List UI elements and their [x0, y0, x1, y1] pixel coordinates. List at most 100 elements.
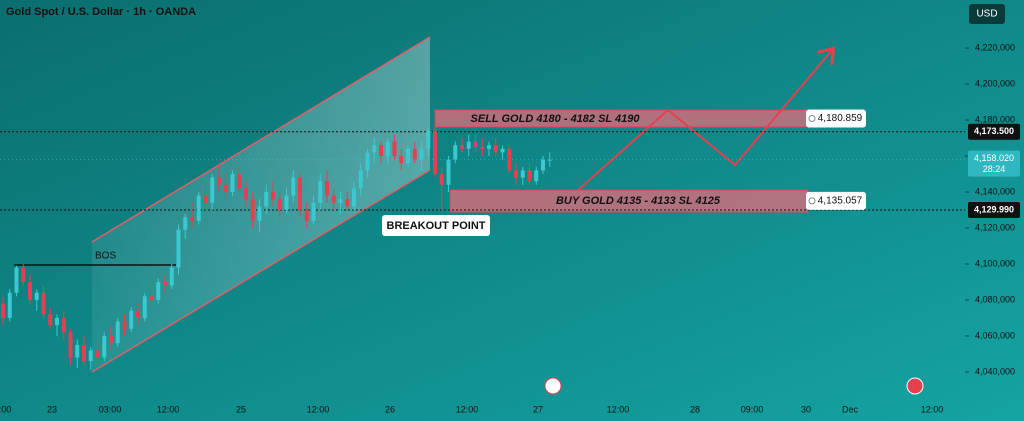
price-marker-dot: [808, 197, 816, 205]
candle-body: [331, 195, 336, 203]
x-tick-label: 09:00: [741, 404, 764, 414]
candle-body: [7, 292, 12, 318]
candle-body: [244, 188, 248, 200]
candle-body: [88, 350, 93, 362]
event-icon[interactable]: [906, 377, 924, 395]
candle-body: [473, 141, 478, 148]
candle-body: [277, 199, 282, 210]
candle-body: [541, 159, 545, 171]
price-marker-box: [806, 109, 866, 128]
candle-body: [500, 148, 505, 153]
x-tick-label: 03:00: [99, 404, 122, 414]
x-tick-label: 12:00: [157, 404, 180, 414]
price-marker-label: 4,135.057: [818, 196, 863, 207]
candle-body: [338, 199, 343, 203]
candle-body: [230, 173, 235, 192]
candle-body: [392, 141, 397, 157]
channel-upper: [91, 36, 431, 243]
candle-body: [446, 159, 451, 185]
event-icon[interactable]: [544, 377, 562, 395]
candle-body: [196, 195, 201, 221]
candle-body: [406, 148, 410, 164]
candle-body: [480, 147, 485, 149]
candle-body: [217, 177, 221, 185]
y-tick-label: 4,040,000: [975, 366, 1015, 376]
y-tick-label: 4,180,000: [975, 114, 1015, 124]
x-tick-label: 12:00: [307, 404, 330, 414]
price-marker-box: [806, 191, 866, 210]
x-tick-label: 27: [533, 404, 543, 414]
candle-body: [190, 217, 194, 221]
candle-body: [365, 152, 370, 171]
y-tick-label: 4,060,000: [975, 330, 1015, 340]
symbol-title: Gold Spot / U.S. Dollar · 1h · OANDA: [6, 6, 196, 18]
candle-body: [1, 303, 5, 318]
candle-body: [345, 199, 350, 207]
candle-body: [547, 159, 552, 161]
candle-body: [210, 177, 215, 203]
y-tick-label: 4,200,000: [975, 78, 1015, 88]
price-line-label: 4,129.990: [974, 204, 1014, 214]
candle-body: [298, 177, 302, 210]
candle-body: [291, 177, 296, 196]
x-tick-label: 30: [801, 404, 811, 414]
candle-body: [55, 317, 59, 326]
y-tick-label: 4,080,000: [975, 294, 1015, 304]
bos-label: BOS: [95, 251, 116, 262]
price-line-box: [968, 202, 1020, 219]
currency-button[interactable]: [969, 4, 1005, 24]
candle-body: [34, 292, 39, 300]
price-marker-label: 4,180.859: [818, 113, 863, 124]
candle-body: [21, 267, 26, 282]
candle-body: [95, 350, 100, 358]
channel-fill: [92, 37, 430, 372]
candle-body: [14, 267, 19, 293]
price-marker-dot: [808, 114, 816, 122]
candle-body: [358, 170, 363, 189]
candle-body: [385, 141, 390, 157]
candle-body: [156, 281, 161, 300]
candle-body: [109, 335, 113, 344]
x-tick-label: 12:00: [456, 404, 479, 414]
projection-path: [577, 50, 832, 191]
candle-body: [460, 145, 464, 149]
x-tick-label: 25: [236, 404, 246, 414]
candle-body: [41, 292, 46, 315]
candle-body: [102, 335, 107, 358]
candle-body: [271, 191, 275, 200]
sell-label: SELL GOLD 4180 - 4182 SL 4190: [471, 113, 641, 125]
candle-body: [352, 188, 356, 207]
candle-body: [122, 321, 127, 329]
candle-body: [169, 267, 174, 286]
candle-body: [176, 229, 181, 268]
candle-body: [426, 130, 431, 149]
x-tick-label: 12:00: [607, 404, 630, 414]
candle-body: [412, 148, 417, 160]
candle-body: [318, 181, 323, 203]
buy-label: BUY GOLD 4135 - 4133 SL 4125: [556, 195, 721, 207]
candle-body: [142, 296, 147, 318]
candle-body: [28, 281, 32, 300]
candle-body: [379, 145, 383, 157]
currency-label[interactable]: USD: [976, 9, 997, 20]
y-tick-label: 4,140,000: [975, 186, 1015, 196]
x-tick-label: 00:00: [0, 404, 11, 414]
x-tick-label: 26: [385, 404, 395, 414]
candle-body: [325, 181, 329, 196]
candle-body: [250, 199, 255, 221]
candle-body: [257, 206, 262, 221]
candle-body: [48, 314, 53, 326]
candle-body: [61, 317, 66, 333]
candle-body: [311, 202, 316, 221]
price-line-box: [968, 123, 1020, 140]
price-line-label: 4,173.500: [974, 126, 1014, 136]
countdown-label: 28:24: [983, 164, 1006, 174]
candle-body: [493, 145, 498, 153]
breakout-label: BREAKOUT POINT: [387, 220, 486, 232]
current-price-label: 4,158.020: [974, 153, 1014, 163]
channel-lower: [91, 169, 431, 373]
candle-body: [237, 173, 242, 189]
candle-body: [203, 195, 208, 203]
candle-body: [183, 217, 188, 230]
